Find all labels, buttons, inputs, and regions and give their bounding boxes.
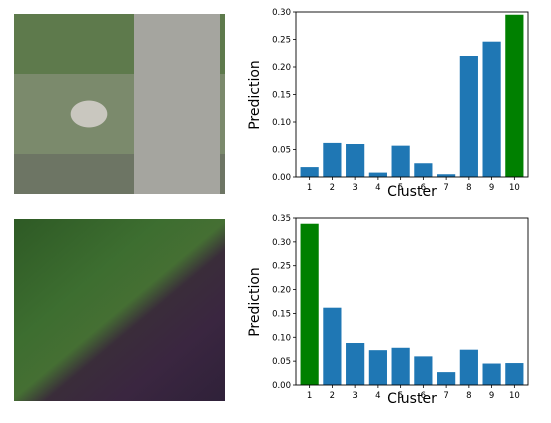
y-tick-label: 0.10: [272, 333, 291, 343]
x-tick-label: 9: [489, 391, 494, 401]
y-tick-label: 0.10: [272, 118, 291, 128]
bar-chart-2: 0.00 0.05 0.10 0.15 0.20 0.25 0.30 0.35 1 2 3 4 5 6 7…: [245, 210, 535, 408]
y-tick-label: 0.15: [272, 91, 291, 101]
x-tick-label: 6: [421, 391, 426, 401]
x-tick-label: 7: [443, 183, 448, 193]
plot-frame: [295, 11, 529, 178]
y-tick-label: 0.25: [272, 36, 291, 46]
bar-cluster-3: [346, 144, 365, 177]
bar-chart-1: 0.00 0.05 0.10 0.15 0.20 0.25 0.30 1 2 3 4 5 6 7 8 9 10…: [245, 4, 535, 200]
bar-cluster-3: [346, 343, 365, 385]
x-tick-label: 6: [421, 183, 426, 193]
bar-cluster-8: [459, 349, 478, 385]
bar-cluster-6: [414, 163, 433, 177]
bar-cluster-5: [391, 145, 410, 177]
x-ticks-group: 1 2 3 4 5 6 7 8 9 10: [307, 177, 520, 193]
plot-frame: [295, 217, 529, 386]
x-tick-label: 4: [375, 391, 380, 401]
y-tick-label: 0.25: [272, 262, 291, 272]
x-tick-label: 4: [375, 183, 380, 193]
x-tick-label: 10: [509, 183, 520, 193]
x-tick-label: 8: [466, 183, 471, 193]
x-tick-label: 1: [307, 183, 312, 193]
bar-chart-2-svg: 0.00 0.05 0.10 0.15 0.20 0.25 0.30 0.35 1 2 3 4 5 6 7…: [247, 214, 529, 407]
y-tick-label: 0.20: [272, 63, 291, 73]
satellite-image-forest-lake: [14, 219, 225, 401]
bar-cluster-7: [437, 174, 456, 177]
x-tick-label: 3: [352, 183, 357, 193]
y-ticks-group: 0.00 0.05 0.10 0.15 0.20 0.25 0.30 0.35: [272, 214, 296, 391]
bar-cluster-9: [482, 41, 501, 178]
bar-cluster-9: [482, 363, 501, 385]
y-tick-label: 0.20: [272, 286, 291, 296]
bar-cluster-4: [368, 350, 387, 385]
y-tick-label: 0.00: [272, 173, 291, 183]
y-axis-label: Prediction: [247, 267, 263, 337]
x-axis-label: Cluster: [387, 391, 437, 407]
bar-cluster-2: [323, 142, 342, 177]
bar-cluster-4: [368, 172, 387, 177]
y-tick-label: 0.05: [272, 146, 291, 156]
x-tick-label: 1: [307, 391, 312, 401]
y-tick-label: 0.00: [272, 381, 291, 391]
bar-cluster-10: [505, 363, 524, 385]
bars-group: [300, 14, 524, 178]
bars-group: [300, 223, 524, 385]
x-ticks-group: 1 2 3 4 5 6 7 8 9 10: [307, 385, 520, 401]
x-tick-label: 7: [443, 391, 448, 401]
bar-cluster-1: [300, 223, 319, 385]
bar-cluster-1: [300, 167, 319, 177]
x-tick-label: 8: [466, 391, 471, 401]
y-tick-label: 0.30: [272, 8, 291, 18]
satellite-image-campus: [14, 14, 225, 194]
y-axis-label: Prediction: [247, 60, 263, 130]
bar-cluster-7: [437, 372, 456, 385]
x-tick-label: 3: [352, 391, 357, 401]
bar-cluster-6: [414, 356, 433, 385]
bar-cluster-10: [505, 14, 524, 177]
x-tick-label: 5: [398, 391, 403, 401]
x-axis-label: Cluster: [387, 184, 437, 200]
x-tick-label: 5: [398, 183, 403, 193]
y-ticks-group: 0.00 0.05 0.10 0.15 0.20 0.25 0.30: [272, 8, 296, 183]
x-tick-label: 2: [330, 183, 335, 193]
y-tick-label: 0.35: [272, 214, 291, 224]
bar-cluster-8: [459, 56, 478, 177]
x-tick-label: 9: [489, 183, 494, 193]
bar-chart-1-svg: 0.00 0.05 0.10 0.15 0.20 0.25 0.30 1 2 3 4 5 6 7 8 9 10…: [247, 8, 529, 200]
x-tick-label: 2: [330, 391, 335, 401]
y-tick-label: 0.15: [272, 309, 291, 319]
y-tick-label: 0.30: [272, 238, 291, 248]
y-tick-label: 0.05: [272, 357, 291, 367]
x-tick-label: 10: [509, 391, 520, 401]
bar-cluster-5: [391, 347, 410, 385]
bar-cluster-2: [323, 307, 342, 385]
